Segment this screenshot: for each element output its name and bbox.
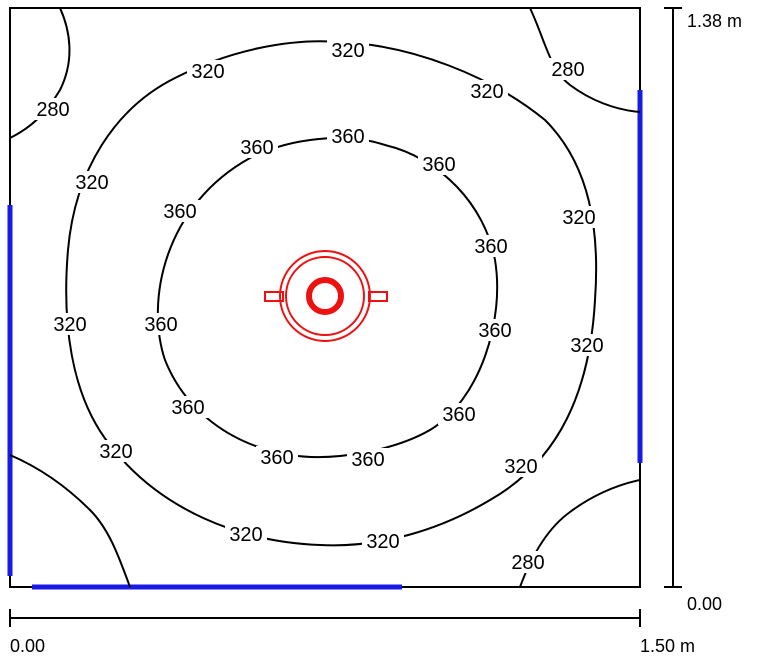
contour-360 xyxy=(156,137,499,458)
contour-280-top-left xyxy=(9,7,71,139)
iso-label: 320 xyxy=(229,524,262,546)
iso-label: 360 xyxy=(474,236,507,258)
isolux-labels: 320 320 320 320 320 320 320 320 320 320 … xyxy=(32,39,608,574)
iso-label: 320 xyxy=(470,81,503,103)
iso-label: 280 xyxy=(551,59,584,81)
iso-label: 320 xyxy=(99,441,132,463)
y-dimension xyxy=(664,7,682,588)
iso-label: 320 xyxy=(570,335,603,357)
x-dimension xyxy=(9,609,641,627)
y-extent-label: 1.38 m xyxy=(687,11,742,31)
iso-label: 360 xyxy=(260,447,293,469)
iso-label: 360 xyxy=(351,449,384,471)
room-outline xyxy=(9,7,641,588)
contour-280-top-right xyxy=(529,7,641,113)
iso-label: 320 xyxy=(75,172,108,194)
iso-label: 360 xyxy=(144,314,177,336)
iso-label: 360 xyxy=(442,404,475,426)
iso-label: 360 xyxy=(478,320,511,342)
contour-280-bottom-left xyxy=(9,454,131,588)
x-extent-label: 1.50 m xyxy=(640,636,695,656)
iso-label: 360 xyxy=(422,154,455,176)
iso-label: 320 xyxy=(331,40,364,62)
iso-label: 320 xyxy=(562,207,595,229)
iso-label: 320 xyxy=(366,531,399,553)
iso-label: 280 xyxy=(511,552,544,574)
y-origin-label: 0.00 xyxy=(687,594,722,614)
downlight-luminaire-icon xyxy=(264,250,388,342)
x-origin-label: 0.00 xyxy=(10,636,45,656)
iso-label: 320 xyxy=(504,456,537,478)
iso-label: 320 xyxy=(53,314,86,336)
iso-label: 360 xyxy=(331,126,364,148)
iso-label: 360 xyxy=(171,397,204,419)
iso-label: 360 xyxy=(240,137,273,159)
iso-label: 360 xyxy=(163,201,196,223)
iso-label: 320 xyxy=(191,61,224,83)
iso-label: 280 xyxy=(36,99,69,121)
